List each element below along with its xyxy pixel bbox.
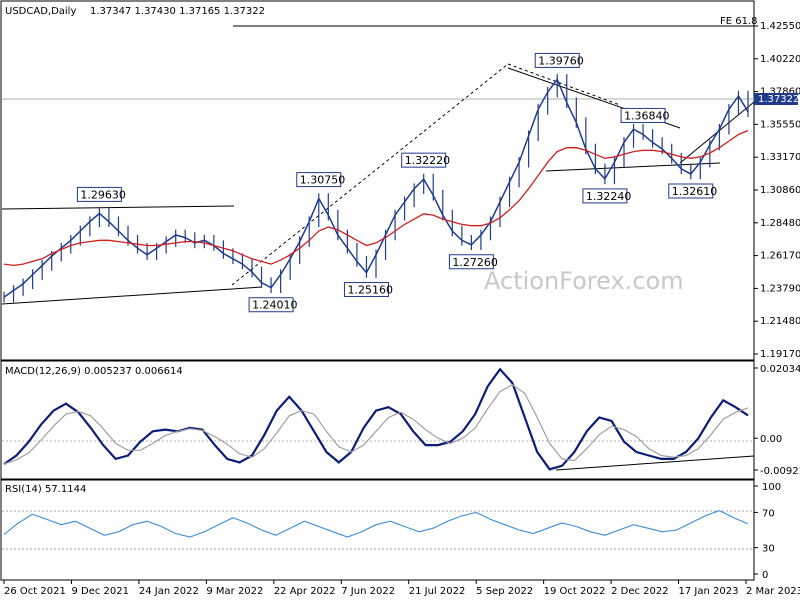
chart-header-ohlc: 1.37347 1.37430 1.37165 1.37322 bbox=[90, 6, 265, 17]
last-price-tag: 1.37322 bbox=[754, 93, 799, 105]
price-axis-label: 1.33170 bbox=[760, 152, 800, 163]
macd-title: MACD(12,26,9) 0.005237 0.006614 bbox=[5, 366, 183, 377]
macd-line bbox=[3, 367, 749, 471]
last-price-tag-bg bbox=[754, 93, 798, 105]
annotation-label: 1.39760 bbox=[538, 54, 584, 67]
price-axis-label: 1.26170 bbox=[760, 251, 800, 262]
annotation-box bbox=[668, 183, 714, 199]
price-axis: 1.42550 1.40220 1.37860 1.35550 1.33170 1.308… bbox=[754, 21, 800, 360]
rsi-axis-label: 100 bbox=[762, 482, 781, 493]
rsi-axis-label: 0 bbox=[762, 570, 768, 581]
x-axis-label: 9 Mar 2022 bbox=[206, 586, 263, 597]
price-axis-label: 1.40220 bbox=[760, 54, 800, 65]
annotation-label: 1.29630 bbox=[80, 188, 126, 201]
dashed-line-2 bbox=[507, 63, 621, 106]
x-axis-label: 26 Oct 2021 bbox=[4, 586, 66, 597]
x-axis-label: 9 Dec 2021 bbox=[71, 586, 129, 597]
price-axis-label: 1.19170 bbox=[760, 349, 800, 360]
x-axis-label: 7 Jun 2022 bbox=[341, 586, 395, 597]
price-annotations: 1.29630 1.30750 1.24010 1.25160 1.32220 1.272… bbox=[76, 52, 718, 313]
signal-line bbox=[3, 383, 749, 465]
rsi-axis: 100 70 30 0 bbox=[754, 482, 781, 581]
annotation-label: 1.32240 bbox=[586, 190, 632, 203]
annotation-label: 1.36840 bbox=[624, 109, 670, 122]
annotation-box bbox=[401, 152, 447, 168]
annotation-label: 1.24010 bbox=[252, 299, 297, 312]
price-axis-label: 1.37860 bbox=[760, 87, 800, 98]
macd-axis: 0.020349 0.00 -0.009215 bbox=[754, 364, 800, 477]
annotation-box bbox=[76, 186, 122, 202]
x-axis-label: 2 Dec 2022 bbox=[611, 586, 669, 597]
price-close-line bbox=[3, 77, 749, 298]
price-axis-label: 1.28480 bbox=[760, 218, 800, 229]
macd-support-line bbox=[555, 455, 755, 471]
annotation-label: 1.25160 bbox=[347, 284, 393, 297]
fe-61-8-label: FE 61.8 bbox=[720, 16, 758, 27]
price-axis-label: 1.23790 bbox=[760, 283, 800, 294]
annotation-box bbox=[620, 107, 666, 123]
x-axis: 26 Oct 2021 9 Dec 2021 24 Jan 2022 9 Mar 20… bbox=[3, 580, 800, 597]
annotation-box bbox=[296, 172, 342, 188]
rsi-line bbox=[3, 510, 749, 538]
x-axis-label: 24 Jan 2022 bbox=[139, 586, 199, 597]
macd-axis-label: 0.020349 bbox=[760, 364, 800, 375]
rsi-axis-label: 30 bbox=[762, 544, 775, 555]
chart-header-symbol: USDCAD,Daily bbox=[5, 6, 76, 17]
price-axis-label: 1.42550 bbox=[760, 21, 800, 32]
x-axis-label: 5 Sep 2022 bbox=[476, 586, 533, 597]
watermark: ActionForex.com bbox=[484, 267, 684, 295]
price-axis-label: 1.21480 bbox=[760, 316, 800, 327]
annotation-box bbox=[448, 254, 494, 270]
annotation-label: 1.32610 bbox=[672, 185, 718, 198]
annotation-box bbox=[534, 52, 580, 68]
last-price-tag-text: 1.37322 bbox=[758, 94, 799, 105]
annotation-label: 1.27260 bbox=[452, 256, 498, 269]
moving-average-line bbox=[3, 129, 749, 267]
x-axis-label: 21 Jul 2022 bbox=[409, 586, 466, 597]
annotation-box bbox=[343, 282, 389, 298]
panel-frames bbox=[0, 0, 755, 581]
macd-panel-frame bbox=[0, 360, 755, 480]
x-axis-label: 17 Jan 2023 bbox=[679, 586, 739, 597]
price-axis-label: 1.30860 bbox=[760, 185, 800, 196]
x-axis-label: 19 Oct 2022 bbox=[544, 586, 606, 597]
price-axis-label: 1.35550 bbox=[760, 119, 800, 130]
rsi-axis-label: 70 bbox=[762, 508, 775, 519]
rsi-panel-frame bbox=[0, 479, 755, 581]
annotation-box bbox=[582, 188, 628, 204]
channel-dashed-line bbox=[231, 63, 509, 286]
resistance-line-left bbox=[1, 205, 235, 210]
rsi-title: RSI(14) 57.1144 bbox=[5, 484, 86, 495]
annotation-label: 1.30750 bbox=[300, 174, 346, 187]
support-line-left bbox=[1, 286, 263, 305]
x-axis-label: 22 Apr 2022 bbox=[274, 586, 336, 597]
x-axis-label: 2 Mar 2023 bbox=[746, 586, 800, 597]
price-panel-frame bbox=[0, 0, 755, 361]
annotation-label: 1.32220 bbox=[405, 154, 451, 167]
annotation-box bbox=[248, 297, 294, 313]
macd-axis-label: -0.009215 bbox=[760, 466, 800, 477]
macd-axis-label: 0.00 bbox=[760, 434, 782, 445]
